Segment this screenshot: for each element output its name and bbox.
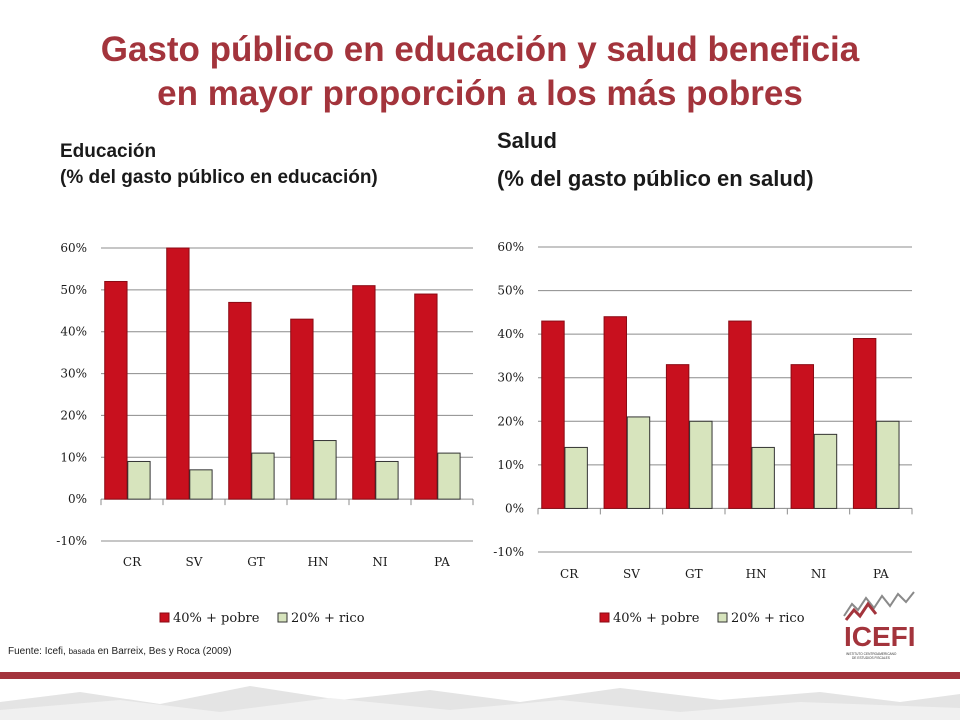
education-legend-label: 20% + rico [291, 611, 365, 626]
health-bar-pobre-cr [541, 320, 565, 509]
health-bar-pobre-pa [852, 338, 877, 509]
health-y-tick-label: 0% [505, 501, 524, 515]
health-y-tick-label: 10% [497, 458, 524, 472]
health-bar-rico-hn [751, 446, 775, 509]
health-y-tick-label: 30% [497, 371, 524, 385]
health-legend-label: 40% + pobre [613, 611, 700, 626]
health-category-label: CR [560, 567, 579, 581]
source-prefix: Fuente: Icefi, [8, 646, 66, 657]
education-bar-rico-cr [127, 460, 151, 500]
health-legend-swatch [717, 612, 728, 623]
health-bar-rico-pa [876, 420, 900, 509]
education-subtitle-line2: (% del gasto público en educación) [60, 167, 378, 188]
health-y-tick-label: -10% [493, 545, 524, 559]
health-chart-subtitle: Salud (% del gasto público en salud) [497, 122, 814, 198]
education-bar-pobre-ni [352, 285, 376, 500]
footer-decoration [0, 672, 960, 720]
education-y-tick-label: -10% [56, 534, 87, 548]
health-bar-pobre-gt [665, 364, 690, 509]
education-category-label: CR [123, 555, 142, 569]
health-bar-rico-sv [626, 416, 651, 509]
health-bar-rico-ni [813, 433, 838, 509]
health-bar-pobre-hn [728, 320, 752, 509]
education-category-label: GT [247, 555, 265, 569]
education-category-label: SV [186, 555, 203, 569]
education-legend-swatch [159, 612, 170, 623]
health-bar-rico-cr [564, 446, 588, 509]
slide-title-line2: en mayor proporción a los más pobres [157, 74, 803, 113]
slide-title: Gasto público en educación y salud benef… [0, 28, 960, 116]
education-bar-rico-ni [375, 460, 399, 500]
education-bar-pobre-pa [414, 293, 438, 500]
health-legend-swatch [599, 612, 610, 623]
health-category-label: SV [623, 567, 640, 581]
logo-text: ICEFI [844, 621, 916, 652]
source-small: basada [68, 647, 95, 656]
education-category-label: NI [372, 555, 388, 569]
education-category-label: HN [308, 555, 329, 569]
health-legend-label: 20% + rico [731, 611, 805, 626]
education-y-tick-label: 10% [60, 450, 87, 464]
health-bar-rico-gt [689, 420, 713, 509]
education-bar-pobre-cr [104, 280, 128, 500]
education-y-tick-label: 50% [60, 283, 87, 297]
education-bar-rico-hn [313, 440, 337, 500]
education-y-tick-label: 30% [60, 367, 87, 381]
health-category-label: HN [746, 567, 767, 581]
svg-text:DE ESTUDIOS FISCALES: DE ESTUDIOS FISCALES [852, 656, 890, 660]
slide-title-line1: Gasto público en educación y salud benef… [100, 30, 860, 69]
education-bar-pobre-gt [228, 301, 252, 500]
education-chart-subtitle: Educación (% del gasto público en educac… [60, 139, 378, 191]
education-y-tick-label: 60% [60, 241, 87, 255]
education-legend-label: 40% + pobre [173, 611, 260, 626]
health-category-label: GT [685, 567, 703, 581]
health-category-label: NI [811, 567, 827, 581]
education-bar-rico-gt [251, 452, 275, 500]
education-bar-rico-sv [189, 469, 213, 500]
education-subtitle-line1: Educación [60, 141, 157, 162]
icefi-logo: ICEFI INSTITUTO CENTROAMERICANO DE ESTUD… [843, 591, 916, 660]
health-subtitle-line2: (% del gasto público en salud) [497, 166, 814, 191]
education-y-tick-label: 0% [68, 492, 87, 506]
source-suffix: en Barreix, Bes y Roca (2009) [97, 646, 232, 657]
health-bar-pobre-sv [603, 316, 628, 509]
health-y-tick-label: 60% [497, 240, 524, 254]
education-y-tick-label: 40% [60, 325, 87, 339]
health-subtitle-line1: Salud [497, 128, 557, 153]
health-bar-pobre-ni [790, 364, 815, 509]
education-bar-pobre-sv [166, 247, 190, 500]
education-category-label: PA [434, 555, 450, 569]
health-y-tick-label: 40% [497, 327, 524, 341]
svg-text:INSTITUTO CENTROAMERICANO: INSTITUTO CENTROAMERICANO [846, 652, 897, 656]
education-bar-pobre-hn [290, 318, 314, 500]
education-bar-rico-pa [437, 452, 461, 500]
health-y-tick-label: 20% [497, 414, 524, 428]
health-category-label: PA [873, 567, 889, 581]
health-y-tick-label: 50% [497, 284, 524, 298]
source-note: Fuente: Icefi, basada en Barreix, Bes y … [8, 646, 232, 657]
education-y-tick-label: 20% [60, 408, 87, 422]
education-legend-swatch [277, 612, 288, 623]
